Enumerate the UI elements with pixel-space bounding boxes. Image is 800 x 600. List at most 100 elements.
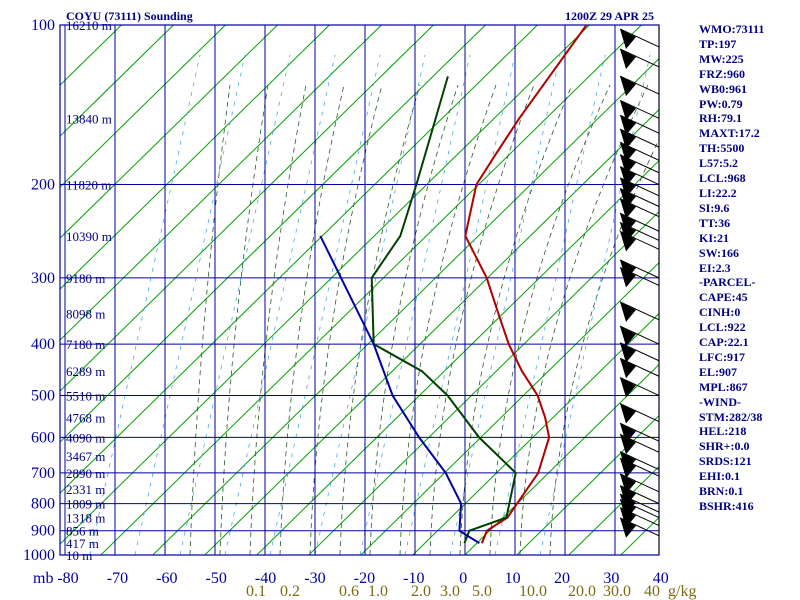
- index-line: CINH:0: [699, 305, 741, 320]
- wind-barb: [619, 517, 660, 538]
- pressure-tick-label: 600: [31, 429, 55, 446]
- index-line: L57:5.2: [699, 156, 738, 171]
- mixing-ratio-label: 0.6: [339, 583, 359, 600]
- index-line: EHI:0.1: [699, 469, 741, 484]
- height-label: 10390 m: [66, 229, 112, 244]
- mixing-ratio-line: [134, 54, 246, 555]
- moist-adiabat: [429, 84, 535, 555]
- wind-barb: [619, 377, 660, 398]
- wind-barb: [619, 422, 660, 444]
- index-line: -WIND-: [699, 394, 741, 409]
- height-labels: 16210 m 13840 m 11820 m 10390 m 9180 m 8098 m…: [66, 18, 112, 563]
- chart-title: COYU (73111) Sounding: [66, 9, 193, 23]
- height-label: 2331 m: [66, 482, 105, 497]
- indices-panel: WMO:73111 TP:197 MW:225 FRZ:960 WB0:961 PW:0.…: [699, 22, 799, 514]
- wind-barb: [619, 128, 660, 150]
- temperature-tick-label: -70: [107, 570, 128, 587]
- index-line: CAP:22.1: [699, 335, 749, 350]
- dewpoint-trace: [370, 76, 517, 544]
- wetbulb-trace: [319, 235, 480, 545]
- index-line: EL:907: [699, 364, 738, 379]
- pressure-tick-label: 700: [31, 465, 55, 482]
- pressure-labels: 100 200 300 400 500 600 700 800 900 1000 mb: [23, 17, 55, 587]
- wind-barb: [619, 114, 660, 136]
- temperature-tick-label: 40: [653, 570, 669, 587]
- wind-barb: [619, 75, 660, 97]
- index-line: STM:282/38: [699, 409, 763, 424]
- moist-adiabat: [219, 84, 269, 555]
- height-label: 11820 m: [66, 178, 111, 193]
- mixing-ratio-label: 30.0: [603, 583, 631, 600]
- wind-barb: [619, 166, 660, 187]
- temperature-trace: [464, 25, 588, 544]
- dry-adiabat: [60, 25, 331, 290]
- height-label: 4768 m: [66, 410, 105, 425]
- temperature-tick-label: 20: [554, 570, 570, 587]
- wind-barb: [619, 259, 660, 280]
- height-label: 10 m: [66, 548, 92, 563]
- mixing-ratio-label: 20.0: [568, 583, 596, 600]
- wind-barb: [619, 357, 660, 379]
- pressure-tick-label: 1000: [23, 547, 55, 564]
- dry-adiabat: [60, 25, 383, 341]
- mixing-ratio-label: 40: [644, 583, 660, 600]
- index-line: SHR+:0.0: [699, 439, 750, 454]
- moist-adiabat: [519, 84, 649, 555]
- height-label: 1809 m: [66, 497, 105, 512]
- dry-adiabat: [60, 25, 227, 188]
- wind-barb: [619, 266, 660, 288]
- index-line: WMO:73111: [699, 22, 765, 36]
- temperature-tick-label: -60: [156, 570, 177, 587]
- index-line: LCL:922: [699, 320, 746, 335]
- dry-adiabat: [412, 312, 659, 555]
- index-line: MAXT:17.2: [699, 126, 760, 141]
- wind-barb: [619, 141, 660, 163]
- wind-barb: [619, 433, 660, 455]
- dry-adiabat: [204, 109, 659, 555]
- wind-barb: [619, 222, 660, 243]
- dry-adiabat: [60, 25, 591, 545]
- dry-adiabat: [464, 363, 659, 555]
- index-line: CAPE:45: [699, 290, 748, 305]
- moist-adiabat: [549, 138, 659, 555]
- index-line: TP:197: [699, 36, 737, 51]
- dry-adiabat: [360, 261, 659, 555]
- temperature-tick-label: -40: [255, 570, 276, 587]
- mixing-ratio-label: 1.0: [368, 583, 388, 600]
- dry-adiabat: [60, 25, 435, 392]
- temperature-tick-label: -80: [57, 570, 78, 587]
- wind-barb: [619, 154, 660, 175]
- wind-barb: [619, 342, 660, 363]
- wind-barb: [619, 212, 660, 234]
- height-label: 2890 m: [66, 466, 105, 481]
- temperature-tick-label: -20: [354, 570, 375, 587]
- index-line: MPL:867: [699, 379, 748, 394]
- index-line: SW:166: [699, 245, 740, 260]
- mixing-ratio-line: [224, 54, 336, 555]
- height-label: 9180 m: [66, 271, 105, 286]
- wind-barb: [619, 28, 660, 49]
- wind-barb: [619, 48, 660, 69]
- dry-adiabat: [60, 25, 175, 137]
- temperature-tick-label: 30: [603, 570, 619, 587]
- wind-barb: [619, 457, 660, 479]
- dry-adiabat: [308, 210, 659, 555]
- plot-frame: [59, 24, 660, 556]
- temperature-tick-label: 0: [459, 570, 467, 587]
- sounding-traces: [319, 25, 588, 545]
- dry-adiabat: [256, 159, 659, 555]
- wind-barb: [619, 485, 660, 506]
- temperature-tick-label: 10: [505, 570, 521, 587]
- index-line: PW:0.79: [699, 96, 743, 111]
- temperature-tick-label: -10: [403, 570, 424, 587]
- index-line: -PARCEL-: [699, 275, 756, 290]
- moist-adiabat: [309, 84, 383, 555]
- dry-adiabat: [60, 25, 539, 494]
- wind-barb: [619, 507, 660, 528]
- chart-time: 1200Z 29 APR 25: [565, 9, 654, 23]
- wind-barb: [619, 325, 660, 347]
- height-label: 13840 m: [66, 111, 112, 126]
- index-line: EI:2.3: [699, 260, 731, 275]
